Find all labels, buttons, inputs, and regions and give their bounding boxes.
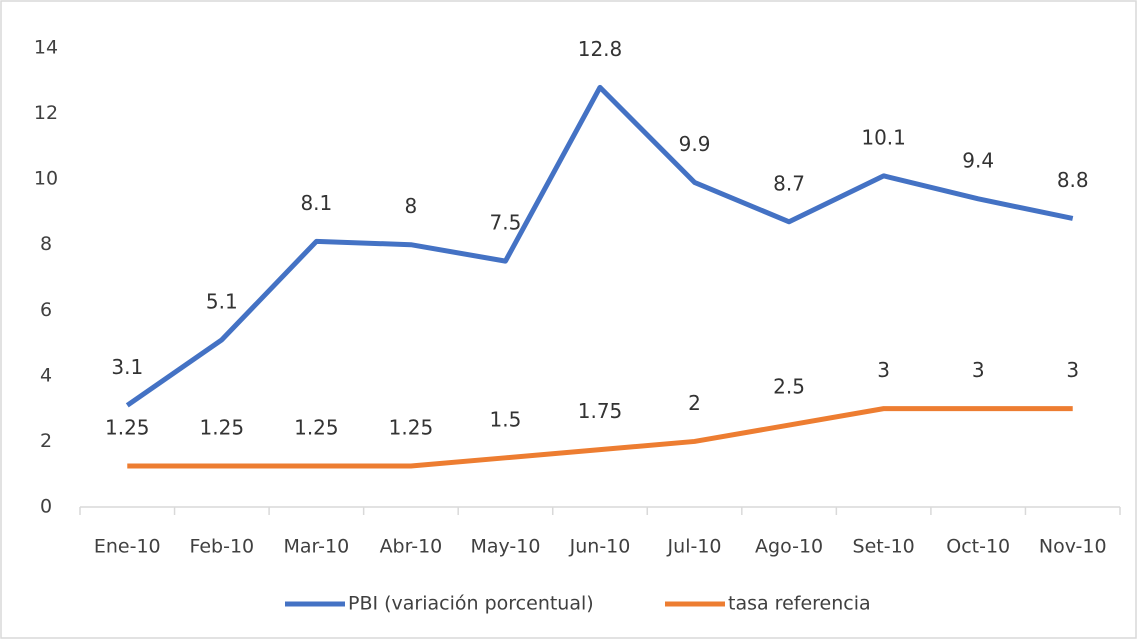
data-label: 9.4 xyxy=(962,148,994,172)
x-tick-label: Oct-10 xyxy=(946,536,1010,558)
data-label: 2.5 xyxy=(773,375,805,399)
x-tick-label: May-10 xyxy=(470,536,540,558)
data-label: 10.1 xyxy=(861,125,906,149)
data-label: 8.7 xyxy=(773,171,805,195)
x-tick-label: Set-10 xyxy=(853,536,915,558)
y-tick-label: 4 xyxy=(40,364,52,386)
x-tick-label: Mar-10 xyxy=(284,536,350,558)
data-label: 2 xyxy=(688,391,701,415)
data-label: 1.75 xyxy=(578,399,623,423)
data-label: 1.5 xyxy=(490,407,522,431)
data-label: 1.25 xyxy=(294,416,339,440)
x-tick-label: Abr-10 xyxy=(380,536,443,558)
data-label: 8.1 xyxy=(300,191,332,215)
x-tick-label: Jul-10 xyxy=(667,536,722,558)
data-label: 3 xyxy=(1066,358,1079,382)
data-label: 12.8 xyxy=(578,37,623,61)
x-tick-label: Ago-10 xyxy=(755,536,823,558)
y-tick-label: 12 xyxy=(34,102,58,124)
series-line xyxy=(127,406,1073,469)
data-label: 5.1 xyxy=(206,289,238,313)
y-tick-label: 6 xyxy=(40,299,52,321)
legend-label: tasa referencia xyxy=(728,593,871,615)
data-label: 9.9 xyxy=(679,132,711,156)
data-label: 8.8 xyxy=(1057,168,1089,192)
data-label: 1.25 xyxy=(389,416,434,440)
data-label: 1.25 xyxy=(105,416,150,440)
data-label: 3 xyxy=(877,358,890,382)
y-tick-label: 2 xyxy=(40,430,52,452)
x-tick-label: Nov-10 xyxy=(1039,536,1107,558)
data-label: 3.1 xyxy=(111,355,143,379)
series-line xyxy=(125,84,1074,408)
x-tick-label: Ene-10 xyxy=(94,536,161,558)
y-tick-label: 8 xyxy=(40,233,52,255)
y-tick-label: 10 xyxy=(34,168,58,190)
y-tick-label: 14 xyxy=(34,37,58,59)
data-label: 8 xyxy=(405,194,418,218)
y-tick-label: 0 xyxy=(40,496,52,518)
legend-label: PBI (variación porcentual) xyxy=(348,593,594,615)
x-tick-label: Feb-10 xyxy=(189,536,254,558)
data-label: 7.5 xyxy=(490,211,522,235)
data-label: 3 xyxy=(972,358,985,382)
data-label: 1.25 xyxy=(200,416,245,440)
x-tick-label: Jun-10 xyxy=(569,536,631,558)
